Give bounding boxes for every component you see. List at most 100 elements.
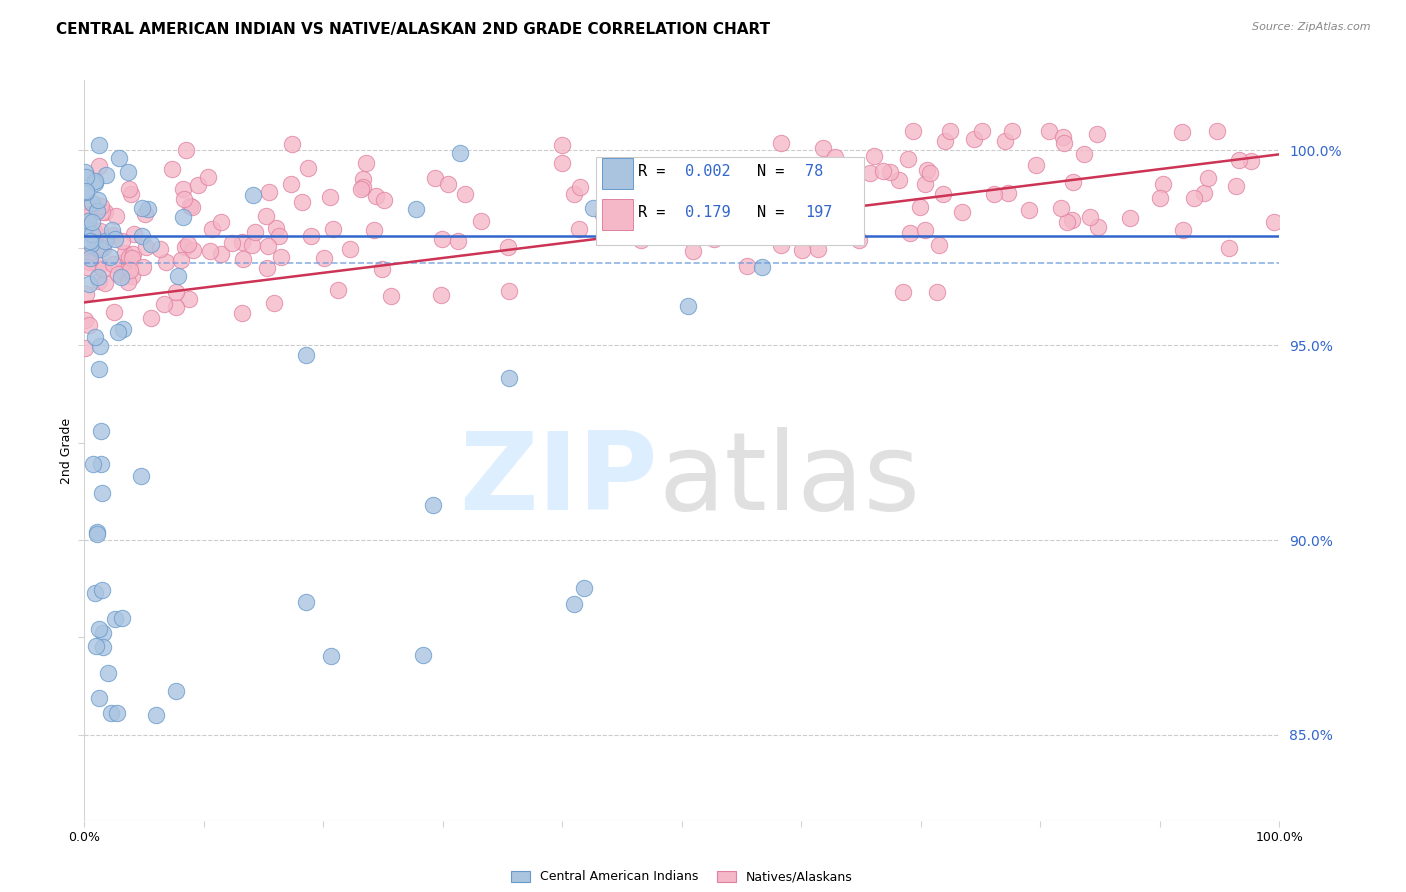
Point	[498, 240, 520, 254]
Point	[737, 259, 759, 273]
Point	[73, 313, 96, 327]
Point	[430, 232, 453, 246]
Point	[149, 242, 172, 256]
Point	[93, 234, 115, 248]
Point	[240, 238, 263, 252]
Point	[1062, 213, 1084, 227]
Point	[110, 270, 132, 285]
Legend: Central American Indians, Natives/Alaskans: Central American Indians, Natives/Alaska…	[506, 865, 858, 888]
Point	[1173, 223, 1195, 237]
Point	[925, 285, 948, 300]
Point	[295, 595, 318, 609]
Point	[117, 276, 139, 290]
Point	[134, 207, 156, 221]
Point	[1152, 177, 1174, 191]
Point	[848, 233, 870, 247]
Point	[792, 243, 814, 257]
Point	[90, 457, 112, 471]
Point	[572, 581, 595, 595]
Point	[934, 134, 956, 148]
Point	[770, 136, 793, 150]
Point	[82, 457, 104, 471]
Point	[104, 232, 127, 246]
Point	[1052, 129, 1074, 144]
Point	[363, 223, 385, 237]
Point	[724, 228, 747, 243]
Point	[120, 187, 142, 202]
Point	[114, 246, 136, 260]
Point	[243, 225, 266, 239]
Point	[121, 268, 143, 283]
Point	[77, 255, 100, 269]
Point	[808, 217, 831, 231]
Point	[765, 199, 787, 213]
Point	[807, 242, 830, 256]
Point	[983, 187, 1005, 202]
Point	[350, 182, 373, 196]
Point	[138, 202, 160, 216]
Point	[898, 227, 921, 241]
Point	[165, 285, 187, 300]
Point	[100, 706, 122, 720]
Point	[257, 239, 280, 253]
Point	[963, 132, 986, 146]
Point	[73, 165, 96, 179]
Point	[430, 288, 453, 302]
Point	[1218, 241, 1240, 255]
Point	[569, 179, 592, 194]
Point	[84, 235, 107, 250]
Point	[939, 124, 962, 138]
Point	[352, 172, 374, 186]
Point	[155, 254, 177, 268]
Point	[75, 185, 97, 199]
Point	[839, 169, 862, 184]
Point	[470, 214, 492, 228]
Point	[371, 261, 394, 276]
Point	[373, 193, 395, 207]
Point	[1062, 176, 1084, 190]
Point	[82, 227, 104, 241]
Point	[914, 222, 936, 236]
Point	[165, 684, 187, 698]
Point	[280, 177, 302, 191]
Point	[97, 665, 120, 680]
Point	[84, 173, 107, 187]
Point	[1182, 190, 1205, 204]
Point	[641, 196, 664, 211]
Point	[636, 168, 658, 182]
Point	[160, 161, 183, 176]
Point	[690, 184, 713, 198]
Point	[1056, 215, 1078, 229]
Point	[121, 246, 143, 260]
Point	[221, 236, 243, 251]
Point	[918, 166, 941, 180]
Point	[405, 202, 427, 216]
Point	[83, 329, 105, 343]
Point	[179, 199, 201, 213]
Point	[915, 163, 938, 178]
FancyBboxPatch shape	[602, 158, 633, 189]
Point	[91, 640, 114, 654]
Point	[84, 639, 107, 653]
Point	[209, 215, 232, 229]
Point	[111, 611, 134, 625]
Point	[75, 219, 97, 233]
Point	[139, 310, 162, 325]
Point	[75, 184, 97, 198]
Point	[122, 227, 145, 241]
Point	[79, 235, 101, 249]
Point	[89, 224, 111, 238]
Point	[86, 524, 108, 539]
Point	[1119, 211, 1142, 226]
Point	[1263, 215, 1285, 229]
Point	[80, 196, 103, 211]
Point	[811, 141, 834, 155]
Point	[79, 208, 101, 222]
Point	[79, 253, 101, 268]
FancyBboxPatch shape	[602, 199, 633, 230]
Point	[170, 252, 193, 267]
Point	[1171, 124, 1194, 138]
Point	[173, 240, 195, 254]
Point	[86, 204, 108, 219]
Point	[86, 269, 108, 284]
